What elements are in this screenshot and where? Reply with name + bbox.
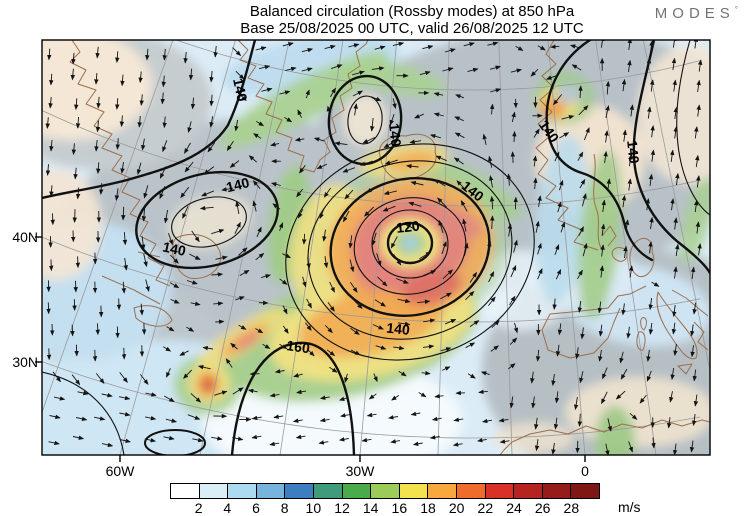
colorbar-tick-label: 10 (305, 500, 322, 516)
colorbar-cell (228, 484, 257, 498)
colorbar-tick-label: 12 (334, 500, 350, 516)
lon-axis-label: 0 (581, 463, 589, 479)
colorbar-tick-label: 24 (506, 500, 522, 516)
colorbar-cell (485, 484, 515, 498)
colorbar-tick-label: 22 (477, 500, 494, 516)
brand-mark: ° (734, 5, 738, 14)
colorbar-units: m/s (618, 499, 641, 515)
colorbar-tick-label: 4 (223, 500, 232, 516)
contour-label: 140 (386, 320, 411, 338)
wind-arrows (45, 40, 703, 455)
colorbar-cell (514, 484, 543, 498)
colorbar-cell (399, 484, 429, 498)
lat-axis-label: 30N (12, 354, 38, 370)
modes-logo: MODES° (655, 5, 738, 22)
colorbar-tick-label: 26 (534, 500, 551, 516)
contour-label: 140 (224, 174, 251, 195)
lat-axis-label: 40N (12, 229, 38, 245)
colorbar-cell (313, 484, 343, 498)
contour-label: 140 (161, 238, 187, 259)
colorbar-cell (542, 484, 572, 498)
lon-axis-label: 30W (345, 463, 375, 479)
colorbar-cell (199, 484, 229, 498)
colorbar-tick-label: 18 (420, 500, 436, 516)
chart-subtitle: Base 25/08/2025 00 UTC, valid 26/08/2025… (240, 20, 584, 37)
brand-text: MODES (654, 5, 735, 22)
colorbar-cell (571, 484, 599, 498)
coastlines (69, 40, 710, 455)
colorbar-cell (171, 484, 200, 498)
lon-axis-label: 60W (105, 463, 135, 479)
colorbar-cell (285, 484, 314, 498)
chart-title: Balanced circulation (Rossby modes) at 8… (249, 3, 575, 20)
colorbar-tick-label: 16 (391, 500, 408, 516)
colorbar-tick-label: 8 (280, 500, 289, 516)
contour-label: 140 (624, 139, 642, 164)
colorbar-cell (342, 484, 372, 498)
colorbar-tick-label: 20 (448, 500, 465, 516)
colorbar (170, 483, 600, 499)
contour-label: 140 (386, 122, 404, 147)
map-frame (41, 39, 711, 456)
contour-label: 140 (230, 77, 251, 103)
colorbar-tick-label: 14 (362, 500, 379, 516)
contour-label: 120 (395, 218, 420, 236)
colorbar-tick-label: 28 (563, 500, 580, 516)
colorbar-cell (428, 484, 457, 498)
contour-label: 160 (286, 337, 312, 356)
colorbar-tick-label: 6 (252, 500, 260, 516)
colorbar-cell (456, 484, 486, 498)
colorbar-cell (371, 484, 400, 498)
colorbar-tick-label: 2 (194, 500, 203, 516)
colorbar-cell (256, 484, 286, 498)
